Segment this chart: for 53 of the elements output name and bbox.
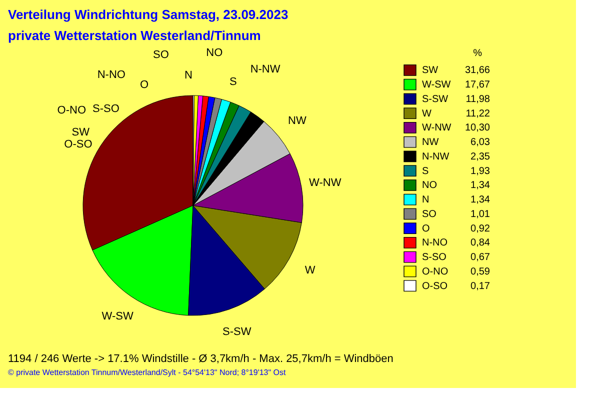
legend-label: W-SW [422,80,452,91]
slice-label: S-SW [222,326,252,338]
data-label: 31,66 [464,65,490,76]
data-label: 11,22 [466,108,490,120]
text: © private Wetterstation Tinnum/Westerland/Sylt - 54°54'13" Nord; 8°19'13" Ost [8,368,287,377]
legend-label: W-NW [422,122,452,134]
legend-label: SO [422,208,437,220]
data-label: 1,34 [470,194,490,206]
legend-label: NW [422,137,440,148]
category-label: N-NO [97,68,126,81]
legend-label: N [422,194,430,206]
legend-label: O-NO [422,266,448,278]
legend-label: O [422,223,430,234]
data-label: 6,03 [470,137,490,148]
category-label: O-NO [57,104,86,117]
data-label: 10,30 [464,122,490,134]
category-label: NO [206,47,223,59]
legend-label: N-NO [422,238,448,249]
slice-label: N-NW [250,64,281,76]
data-label: 1,01 [470,208,490,220]
text: 1194 / 246 Werte -> 17.1% Windstille - Ø 3,7km/h - Max. 25,7km/h = Windböen [8,353,394,365]
category-label: SO [153,48,169,61]
legend-label: O-SO [422,280,448,292]
category-label: O [140,78,149,91]
data-label: 1,93 [470,166,490,177]
legend-label: N-NW [422,151,450,162]
data-label: 0,59 [470,266,490,278]
legend-label: S-SO [422,252,447,264]
slice-label: W-SW [102,310,134,322]
data-label: 0,17 [470,280,490,292]
legend-label: W [422,108,432,120]
data-label: 1,34 [470,180,490,192]
legend-label: NO [422,180,438,192]
chart-title: Verteilung Windrichtung Samstag, 23.09.2023 [8,7,288,22]
data-label: 0,92 [470,223,490,234]
category-label: S-SO [92,102,120,115]
slice-label: NW [288,115,307,128]
legend-label: SW [422,65,439,76]
data-label: 2,35 [470,151,490,162]
slice-label: W [304,264,316,277]
slice-label: SW [72,126,90,138]
category-label: S [230,76,237,88]
data-label: 17,67 [464,80,490,91]
category-label: N [184,70,192,82]
data-label: 0,67 [470,252,490,264]
chart-subtitle: private Wetterstation Westerland/Tinnum [8,28,261,43]
legend-label: S [422,166,429,177]
data-label: 11,98 [466,94,490,105]
legend-label: S-SW [422,94,449,105]
data-label: 0,84 [470,238,490,249]
category-label: O-SO [64,138,92,150]
legend-title: % [473,48,482,59]
slice-label: W-NW [309,177,342,190]
